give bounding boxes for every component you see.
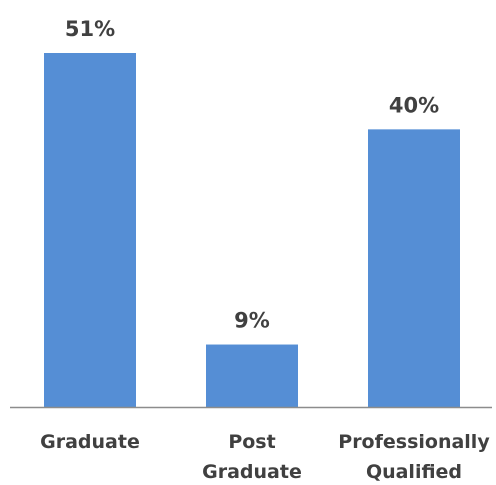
value-label-2: 40%	[389, 93, 439, 117]
bars-group	[44, 53, 460, 407]
category-labels-group: Graduate Post Graduate Professionally Qualif…	[40, 431, 490, 483]
category-label-2-line-0: Professionally	[338, 431, 490, 453]
value-labels-group: 51% 9% 40%	[65, 17, 439, 333]
category-label-1-line-0: Post	[228, 431, 275, 453]
category-label-1-line-1: Graduate	[202, 461, 302, 483]
value-label-1: 9%	[234, 309, 270, 333]
category-label-0-line-0: Graduate	[40, 431, 140, 453]
bar-2	[368, 129, 460, 407]
bar-1	[206, 344, 298, 407]
category-label-2-line-1: Qualified	[366, 461, 462, 483]
bar-0	[44, 53, 136, 407]
value-label-0: 51%	[65, 17, 115, 41]
